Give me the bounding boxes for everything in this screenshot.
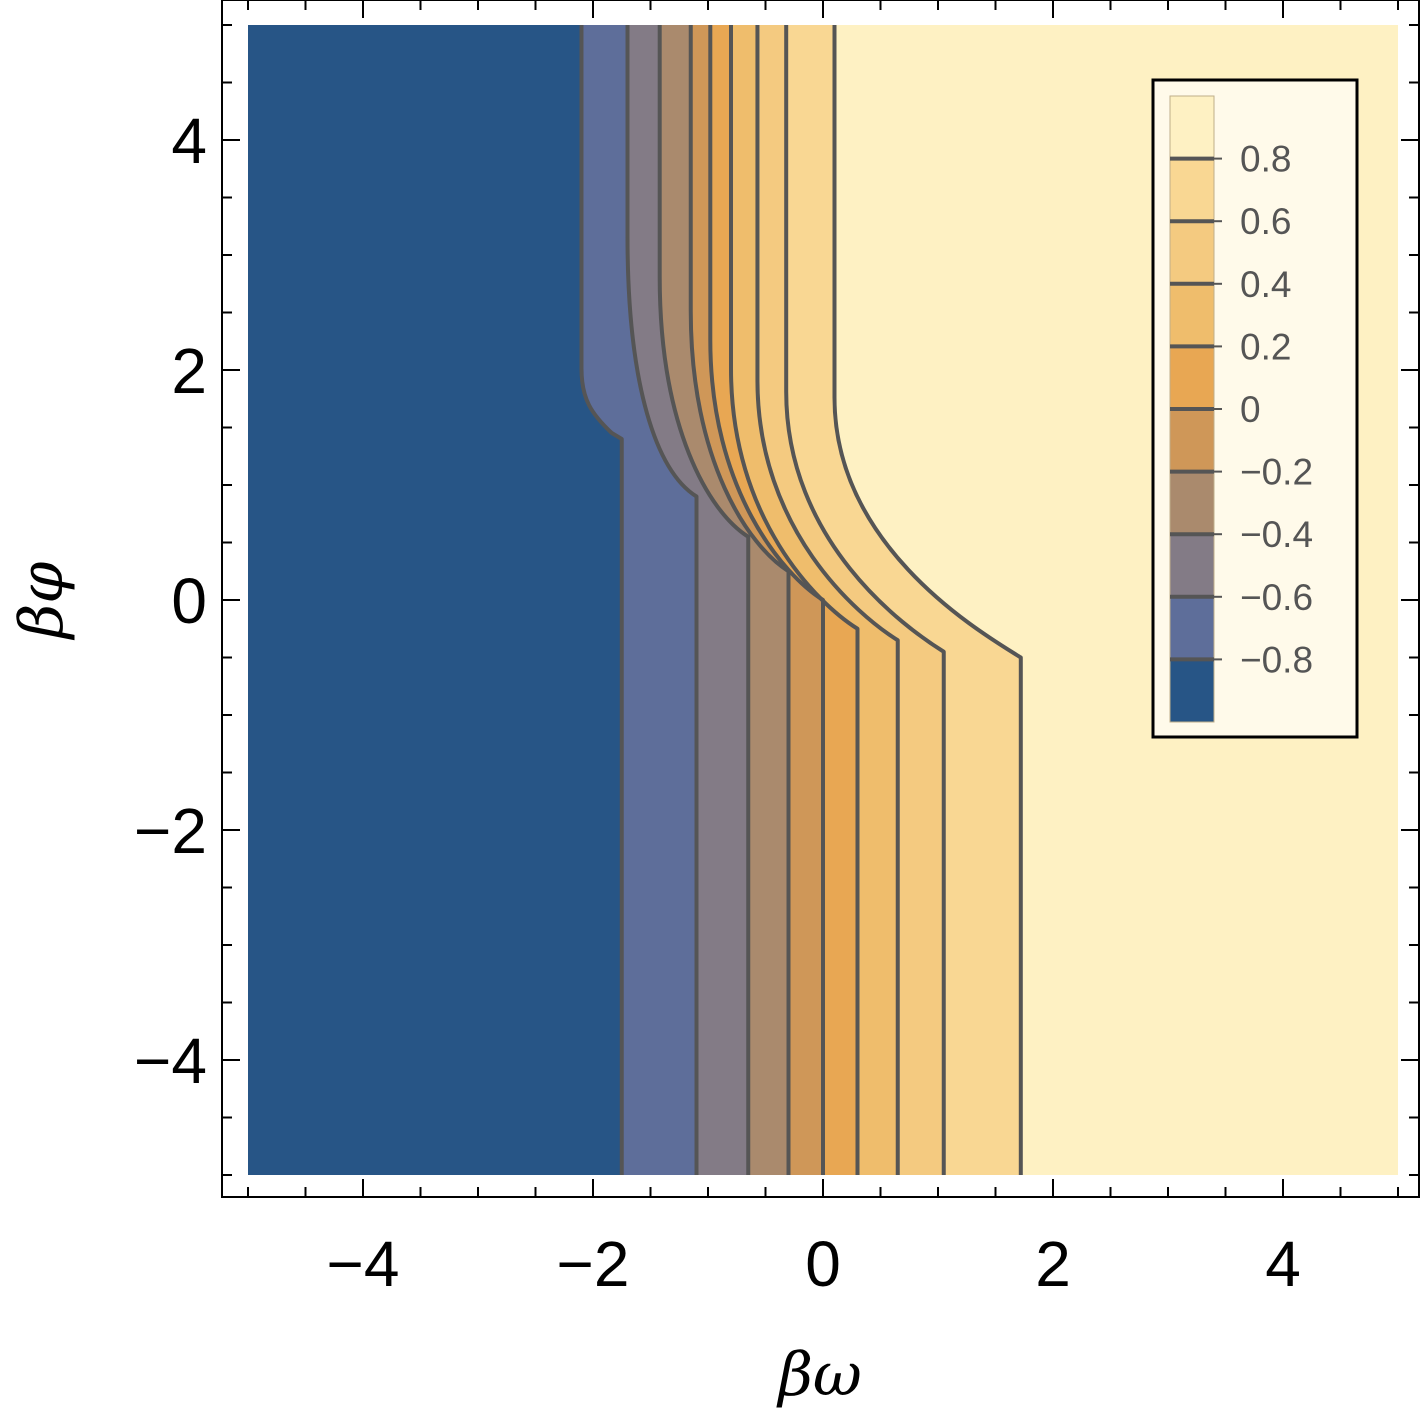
legend-label: 0.2 — [1240, 326, 1291, 367]
axis-ticks — [222, 0, 1419, 1197]
legend-colorbar — [1169, 95, 1215, 723]
legend-swatch — [1170, 409, 1214, 473]
legend-swatch — [1170, 346, 1214, 410]
contour-line-3 — [688, 25, 791, 1175]
contour-line-2 — [657, 25, 751, 1175]
legend-label: 0.6 — [1240, 201, 1291, 242]
legend-label: −0.2 — [1240, 452, 1313, 493]
legend-label: 0.8 — [1240, 139, 1291, 180]
contour-line-7 — [784, 25, 946, 1175]
contour-line-4 — [708, 25, 825, 1175]
legend-swatch — [1170, 471, 1214, 535]
contour-line-1 — [625, 25, 699, 1175]
contour-line-0 — [579, 25, 624, 1175]
legend-swatch — [1170, 221, 1214, 285]
y-tick-label: 2 — [171, 335, 207, 407]
contour-line-8 — [832, 25, 1023, 1175]
y-tick-label: 0 — [171, 565, 207, 637]
legend-swatch — [1170, 158, 1214, 222]
legend-labels: 0.8 0.6 0.4 0.2 0 −0.2 −0.4 −0.6 −0.8 — [1170, 139, 1313, 680]
legend-swatch — [1170, 96, 1214, 160]
legend-swatch — [1170, 534, 1214, 598]
x-tick-label: −4 — [327, 1228, 400, 1300]
y-tick-label: −2 — [134, 795, 207, 867]
legend: 0.8 0.6 0.4 0.2 0 −0.2 −0.4 −0.6 −0.8 — [1151, 78, 1359, 739]
legend-label: −0.4 — [1240, 514, 1313, 555]
x-axis-title: βω — [776, 1340, 862, 1410]
x-tick-label: 2 — [1035, 1228, 1071, 1300]
legend-label: 0.4 — [1240, 264, 1291, 305]
y-tick-labels: −4 −2 0 2 4 — [134, 105, 207, 1097]
legend-label: −0.8 — [1240, 639, 1313, 680]
y-tick-label: −4 — [134, 1025, 207, 1097]
contour-lines — [579, 25, 1023, 1175]
legend-swatch — [1170, 596, 1214, 660]
contour-line-6 — [755, 25, 900, 1175]
y-axis-title: βφ — [7, 562, 77, 641]
x-tick-label: 4 — [1265, 1228, 1301, 1300]
contour-bands — [248, 25, 1398, 1175]
x-tick-label: −2 — [557, 1228, 630, 1300]
x-tick-label: 0 — [805, 1228, 841, 1300]
contour-line-5 — [729, 25, 860, 1175]
x-tick-labels: −4 −2 0 2 4 — [327, 1228, 1301, 1300]
y-tick-label: 4 — [171, 105, 207, 177]
legend-swatch — [1170, 659, 1214, 723]
plot-frame — [221, 0, 1420, 1198]
band-0 — [248, 25, 622, 1175]
legend-label: −0.6 — [1240, 577, 1313, 618]
legend-label: 0 — [1240, 389, 1261, 430]
legend-swatch — [1170, 283, 1214, 347]
